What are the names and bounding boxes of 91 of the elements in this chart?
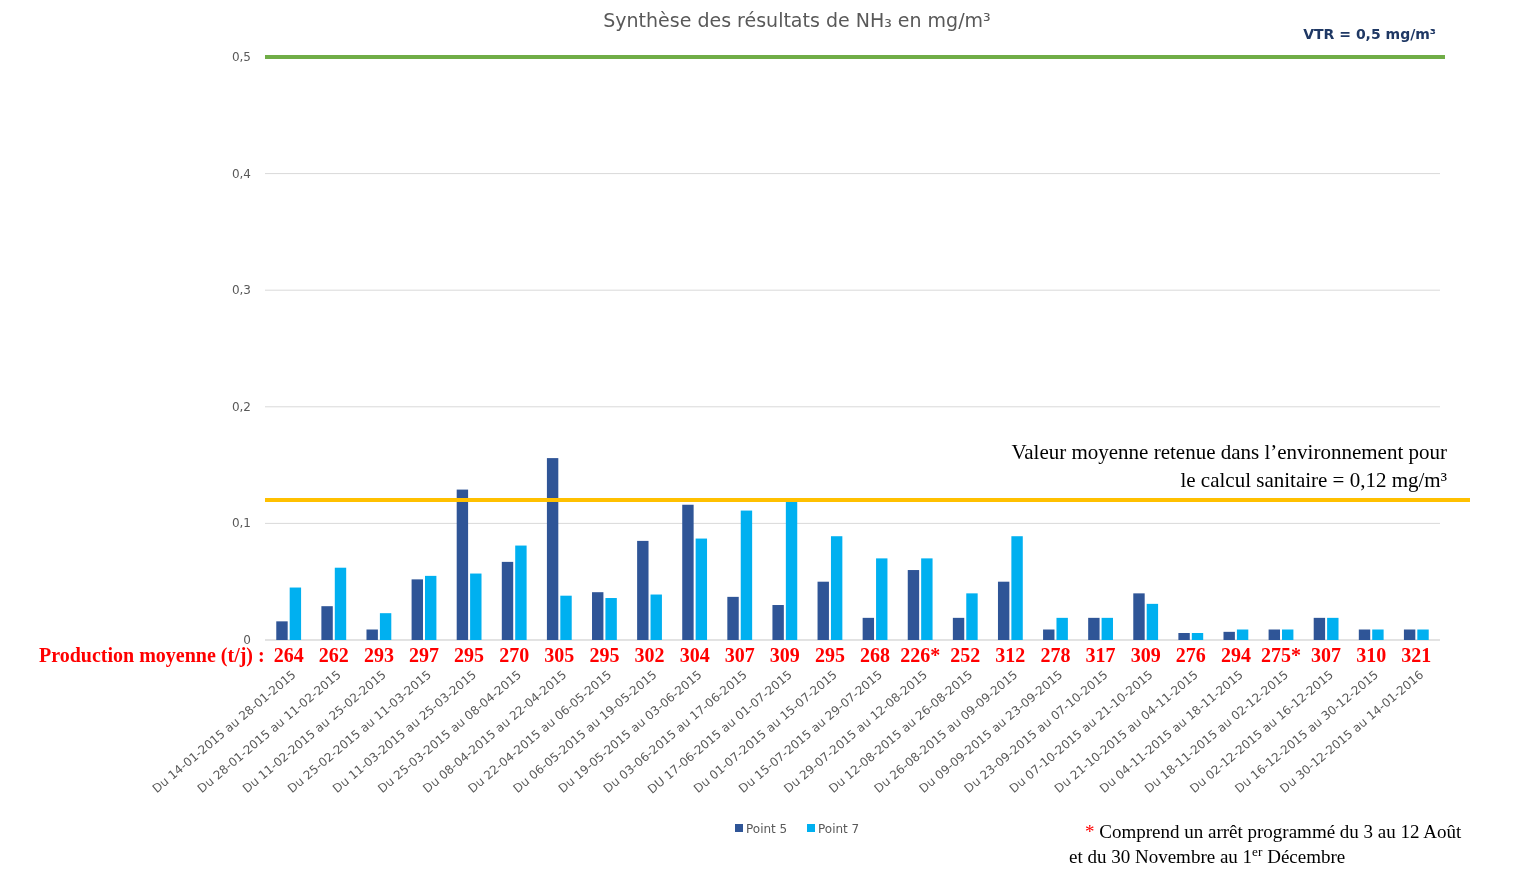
text: * Comprend un arrêt programmé du 3 au 12 Août et du 30 Novembre au 1$^{er}$ Décembre (1069, 821, 1462, 867)
bar (727, 596, 739, 640)
bar (1178, 633, 1190, 640)
ref-line-label: Valeur moyenne retenue dans l’environnement pour le calcul sanitaire = 0,12 mg/m³ (1011, 440, 1447, 493)
bar (1191, 633, 1204, 640)
bar (907, 570, 920, 640)
ref-line-label: VTR = 0,5 mg/m³ (1303, 26, 1436, 42)
text: 297 (409, 644, 439, 666)
bar (276, 621, 288, 640)
text: 275* (1261, 644, 1301, 666)
bar (379, 613, 392, 640)
bar (1358, 629, 1371, 640)
bar (817, 581, 829, 640)
bar (1011, 536, 1023, 640)
bar (411, 579, 423, 640)
text: 278 (1040, 644, 1071, 666)
text: 317 (1085, 644, 1116, 666)
bar (1223, 631, 1235, 640)
text: 294 (1220, 644, 1251, 666)
bar (289, 587, 302, 640)
bar (921, 558, 933, 640)
bar (334, 567, 347, 640)
text: Production moyenne (t/j) : (38, 644, 265, 667)
bar (785, 500, 798, 640)
text: 305 (544, 644, 575, 666)
bar (952, 617, 965, 640)
bar (1282, 629, 1294, 640)
text: 310 (1356, 644, 1387, 666)
y-tick-label: 0,2 (231, 399, 251, 414)
text: 264 (273, 644, 304, 666)
bar (1043, 629, 1055, 640)
bar (321, 606, 333, 640)
legend-label: Point 7 (818, 822, 860, 836)
bar (830, 536, 843, 640)
text: 226* (900, 644, 941, 666)
bar (1146, 603, 1159, 640)
text: 295 (454, 644, 485, 666)
bar (1133, 593, 1145, 640)
y-tick-label: 0,1 (231, 516, 251, 531)
bar (470, 573, 482, 640)
bar (366, 629, 378, 640)
bar (1101, 617, 1113, 640)
bar (515, 545, 527, 640)
y-tick-label: 0 (243, 633, 251, 647)
text: 262 (318, 644, 349, 666)
bar (605, 598, 617, 640)
bar (546, 458, 559, 640)
bar (650, 594, 662, 640)
bar (425, 575, 437, 640)
text: 295 (589, 644, 620, 666)
text: 307 (724, 644, 755, 666)
bar (592, 592, 604, 640)
bar (637, 540, 649, 640)
bar (682, 504, 694, 640)
bar (966, 593, 978, 640)
bar (740, 510, 753, 640)
bar (1313, 617, 1326, 640)
text: 309 (1130, 644, 1161, 666)
bar (1236, 629, 1249, 640)
bar (1417, 629, 1429, 640)
bar (1327, 617, 1339, 640)
bar (1088, 617, 1100, 640)
text: 270 (499, 644, 530, 666)
bar (456, 489, 469, 640)
chart-title: Synthèse des résultats de NH₃ en mg/m³ (603, 9, 991, 31)
bar (560, 595, 572, 640)
text: 252 (950, 644, 981, 666)
bar (695, 538, 708, 640)
text: 304 (679, 644, 710, 666)
y-tick-label: 0,5 (231, 50, 251, 64)
legend-label: Point 5 (746, 822, 788, 836)
bar (1372, 629, 1384, 640)
y-tick-label: 0,3 (231, 283, 251, 298)
bar (876, 558, 888, 640)
text: 321 (1401, 644, 1432, 666)
bar (997, 581, 1010, 640)
text: 268 (860, 644, 891, 666)
y-tick-label: 0,4 (231, 166, 251, 181)
bar (1056, 617, 1068, 640)
bar (772, 605, 784, 640)
text: 307 (1311, 644, 1342, 666)
text: 276 (1175, 644, 1206, 666)
text: 309 (769, 644, 800, 666)
text: 295 (814, 644, 845, 666)
bar (1268, 629, 1280, 640)
text: 293 (363, 644, 394, 666)
bar (501, 561, 514, 640)
text: 302 (634, 644, 665, 666)
bar (1403, 629, 1416, 640)
bar (862, 617, 875, 640)
text: 312 (995, 644, 1026, 666)
